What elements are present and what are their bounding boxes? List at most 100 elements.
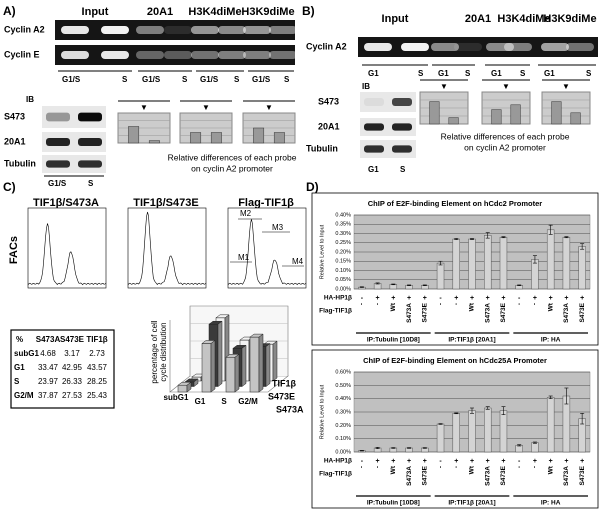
error-bar bbox=[391, 447, 396, 449]
row-cell: S473A bbox=[484, 303, 491, 323]
row-label: Cyclin A2 bbox=[306, 41, 347, 51]
lane-header: 20A1 bbox=[147, 6, 173, 18]
blot bbox=[360, 92, 416, 112]
group-label: IP:TIF1β [20A1] bbox=[448, 500, 495, 507]
blot-label: Tubulin bbox=[4, 158, 36, 168]
table-header: S473E bbox=[60, 335, 85, 344]
y-tick-label: 0.05% bbox=[335, 277, 351, 283]
row-cell: + bbox=[564, 458, 568, 465]
bar bbox=[436, 262, 445, 290]
lane-header: H3K4diMe bbox=[188, 6, 241, 18]
histogram-frame bbox=[127, 207, 207, 289]
sample-label: S bbox=[122, 75, 128, 84]
arrow: ▼ bbox=[440, 82, 448, 91]
sample-label: G1/S bbox=[62, 75, 81, 84]
arrow: ▼ bbox=[140, 103, 148, 112]
blot bbox=[360, 140, 416, 158]
mini-bar bbox=[570, 112, 581, 125]
bar bbox=[546, 229, 555, 290]
sample-label: G1/S bbox=[200, 75, 219, 84]
row-cell: - bbox=[518, 295, 521, 302]
bar bbox=[562, 236, 571, 290]
table-cell: 43.57 bbox=[87, 363, 108, 372]
mini-bar bbox=[510, 104, 521, 125]
error-bar bbox=[407, 284, 412, 286]
band bbox=[243, 26, 271, 34]
row-cell: + bbox=[423, 458, 427, 465]
chart-title: ChIP of E2F-binding Element on hCdc2 Pro… bbox=[368, 199, 543, 208]
gel bbox=[55, 20, 295, 40]
sample-label: G1 bbox=[544, 69, 555, 78]
blot-band bbox=[78, 138, 102, 146]
row-cell: + bbox=[407, 295, 411, 302]
mini-bar bbox=[210, 132, 222, 144]
gate-label: M4 bbox=[292, 257, 304, 266]
error-bar bbox=[532, 441, 537, 444]
row-cell: + bbox=[423, 295, 427, 302]
sample-label: G1/S bbox=[48, 179, 67, 188]
row-cell: S473E bbox=[500, 465, 507, 485]
histogram-title: TIF1β/S473E bbox=[133, 197, 198, 209]
error-bar bbox=[564, 387, 569, 405]
row-cell: - bbox=[361, 458, 364, 465]
y-tick-label: 0.40% bbox=[335, 396, 351, 402]
error-bar bbox=[580, 243, 585, 250]
row-cell: + bbox=[533, 295, 537, 302]
row-cell: Wt bbox=[469, 465, 476, 474]
band bbox=[101, 51, 129, 59]
bar-side bbox=[258, 333, 264, 393]
sample-label: S bbox=[418, 69, 424, 78]
group-label: IP:Tubulin [10D8] bbox=[367, 337, 420, 344]
row-cell: + bbox=[501, 458, 505, 465]
depth-label: S473A bbox=[276, 404, 304, 414]
sample-label: G1 bbox=[438, 69, 449, 78]
blot bbox=[360, 118, 416, 136]
row-cell: - bbox=[359, 303, 366, 305]
sample-label: S bbox=[88, 179, 94, 188]
table-row-label: G1 bbox=[14, 363, 25, 372]
chart-title: ChIP of E2F-binding Element on hCdc25A P… bbox=[363, 356, 547, 365]
bar-3d bbox=[177, 381, 192, 393]
table-cell: 33.47 bbox=[38, 363, 59, 372]
error-bar bbox=[375, 447, 380, 449]
blot-band bbox=[392, 98, 412, 106]
band bbox=[218, 51, 246, 59]
error-bar bbox=[454, 238, 459, 240]
y-tick-label: 0.00% bbox=[335, 449, 351, 455]
mini-bar bbox=[273, 132, 285, 144]
sample-label: S bbox=[234, 75, 240, 84]
ib-label: IB bbox=[362, 82, 370, 91]
row-cell: + bbox=[391, 295, 395, 302]
row-cell: Wt bbox=[547, 302, 554, 311]
blot bbox=[42, 132, 106, 152]
row-cell: S473A bbox=[406, 466, 413, 486]
lane-header: Input bbox=[82, 6, 109, 18]
table-header: S473A bbox=[36, 335, 61, 344]
ib-label: IB bbox=[26, 95, 34, 104]
y-label: percentage of cell bbox=[150, 320, 159, 383]
table-cell: 42.95 bbox=[62, 363, 83, 372]
error-bar bbox=[501, 236, 506, 239]
band bbox=[164, 26, 192, 34]
row-cell: Wt bbox=[390, 302, 397, 311]
gate-label: M2 bbox=[240, 209, 252, 218]
blot-label: 20A1 bbox=[4, 136, 26, 146]
row-cell: S473E bbox=[500, 302, 507, 322]
blot-band bbox=[364, 123, 384, 131]
arrow: ▼ bbox=[265, 103, 273, 112]
row-cell: + bbox=[533, 458, 537, 465]
row-cell: S473E bbox=[579, 302, 586, 322]
table-cell: 4.68 bbox=[40, 349, 56, 358]
row-cell: + bbox=[564, 295, 568, 302]
blot-band bbox=[364, 98, 384, 106]
row-cell: + bbox=[470, 458, 474, 465]
table-corner: % bbox=[16, 335, 23, 344]
error-bar bbox=[359, 286, 364, 288]
row-cell: + bbox=[580, 295, 584, 302]
row-cell: S473E bbox=[579, 465, 586, 485]
band bbox=[218, 26, 246, 34]
row-cell: S473A bbox=[484, 466, 491, 486]
band bbox=[61, 51, 89, 59]
bar bbox=[484, 235, 492, 290]
